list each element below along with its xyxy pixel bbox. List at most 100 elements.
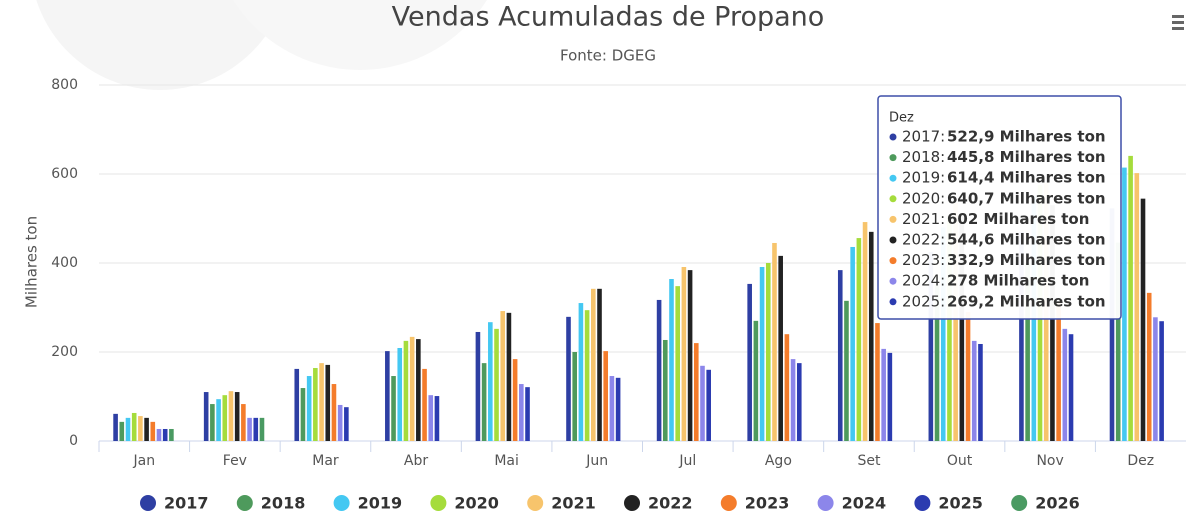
x-tick-label: Nov xyxy=(1036,453,1063,469)
bar xyxy=(1115,242,1121,441)
legend-marker xyxy=(817,495,834,511)
tooltip-label: 2023: xyxy=(902,251,945,269)
legend-label[interactable]: 2018 xyxy=(261,494,306,513)
tooltip-value: 445,8 Milhares ton xyxy=(947,148,1106,166)
bar xyxy=(887,352,893,441)
bar xyxy=(500,311,506,441)
bar xyxy=(875,323,880,441)
bar xyxy=(681,267,687,441)
bar xyxy=(1068,334,1074,441)
bar xyxy=(868,231,874,441)
legend-marker xyxy=(236,495,253,511)
bar xyxy=(572,352,578,441)
bar xyxy=(169,428,174,441)
tooltip-label: 2019: xyxy=(902,169,945,187)
bar xyxy=(409,336,415,441)
x-tick-label: Jul xyxy=(678,453,696,469)
chart-title: Vendas Acumuladas de Propano xyxy=(392,2,825,33)
bar xyxy=(1153,317,1158,441)
bar xyxy=(759,267,765,441)
y-tick-label: 200 xyxy=(51,344,78,360)
tooltip-marker xyxy=(889,133,897,141)
bar xyxy=(959,214,965,441)
bar xyxy=(1025,263,1030,441)
bar xyxy=(796,363,802,441)
bar xyxy=(765,263,771,441)
y-tick-label: 0 xyxy=(69,433,78,449)
bar xyxy=(747,283,752,441)
tooltip-value: 278 Milhares ton xyxy=(947,272,1089,290)
bar xyxy=(597,288,602,441)
tooltip-label: 2020: xyxy=(902,189,945,207)
bar xyxy=(615,377,621,441)
bar xyxy=(319,363,324,441)
y-tick-label: 800 xyxy=(51,77,78,93)
legend-label[interactable]: 2021 xyxy=(551,494,596,513)
legend-label[interactable]: 2026 xyxy=(1035,494,1080,513)
bar xyxy=(591,288,596,441)
bar xyxy=(1134,173,1140,442)
tooltip-value: 269,2 Milhares ton xyxy=(947,292,1106,310)
bar xyxy=(778,255,783,441)
tooltip-box xyxy=(877,95,1122,320)
tooltip-value: 332,9 Milhares ton xyxy=(947,251,1106,269)
x-tick-label: Dez xyxy=(1127,453,1154,469)
legend-marker xyxy=(1011,495,1028,511)
tooltip-marker xyxy=(889,215,897,223)
tooltip-marker xyxy=(889,298,897,306)
bar xyxy=(331,384,337,441)
legend-label[interactable]: 2017 xyxy=(164,494,209,513)
legend-marker xyxy=(140,495,156,511)
legend-label[interactable]: 2022 xyxy=(648,494,693,513)
bar xyxy=(753,320,759,441)
tooltip-value: 602 Milhares ton xyxy=(947,210,1089,228)
bar xyxy=(940,227,946,441)
bar xyxy=(138,416,143,441)
bar xyxy=(216,399,221,441)
bar xyxy=(506,312,512,441)
legend-label[interactable]: 2024 xyxy=(842,494,887,513)
tooltip-label: 2021: xyxy=(902,210,945,228)
menu-icon[interactable] xyxy=(1172,15,1184,30)
bar xyxy=(344,407,349,441)
legend-marker xyxy=(720,495,737,511)
bar xyxy=(428,395,434,441)
bar xyxy=(481,363,487,441)
y-tick-label: 600 xyxy=(51,166,78,182)
legend-label[interactable]: 2023 xyxy=(745,494,790,513)
tooltip-marker xyxy=(889,195,897,203)
bar xyxy=(203,392,209,441)
bar xyxy=(687,270,693,441)
legend-label[interactable]: 2025 xyxy=(938,494,983,513)
bar xyxy=(259,417,265,441)
bar xyxy=(953,202,958,441)
bar xyxy=(313,368,318,441)
bar xyxy=(403,340,409,441)
bar xyxy=(844,300,849,441)
bar xyxy=(228,391,234,441)
bar xyxy=(934,285,940,441)
bar xyxy=(603,351,609,441)
bar xyxy=(881,348,886,441)
legend-label[interactable]: 2019 xyxy=(358,494,403,513)
bar xyxy=(119,421,125,441)
bar xyxy=(669,279,674,441)
chart-subtitle: Fonte: DGEG xyxy=(560,47,656,65)
bar xyxy=(1140,198,1146,441)
bar xyxy=(662,339,668,441)
tooltip-value: 614,4 Milhares ton xyxy=(947,169,1106,187)
bar xyxy=(790,359,796,441)
tooltip-title: Dez xyxy=(889,111,914,126)
bar xyxy=(1056,303,1061,441)
x-tick-label: Mai xyxy=(494,453,519,469)
bar xyxy=(947,216,952,441)
menu-bar xyxy=(1172,21,1184,24)
bar xyxy=(306,376,312,441)
bar xyxy=(971,340,977,441)
tooltip-label: 2024: xyxy=(902,272,945,290)
bar xyxy=(475,331,481,441)
bar xyxy=(1159,321,1164,441)
legend-label[interactable]: 2020 xyxy=(454,494,499,513)
bar xyxy=(325,364,331,441)
